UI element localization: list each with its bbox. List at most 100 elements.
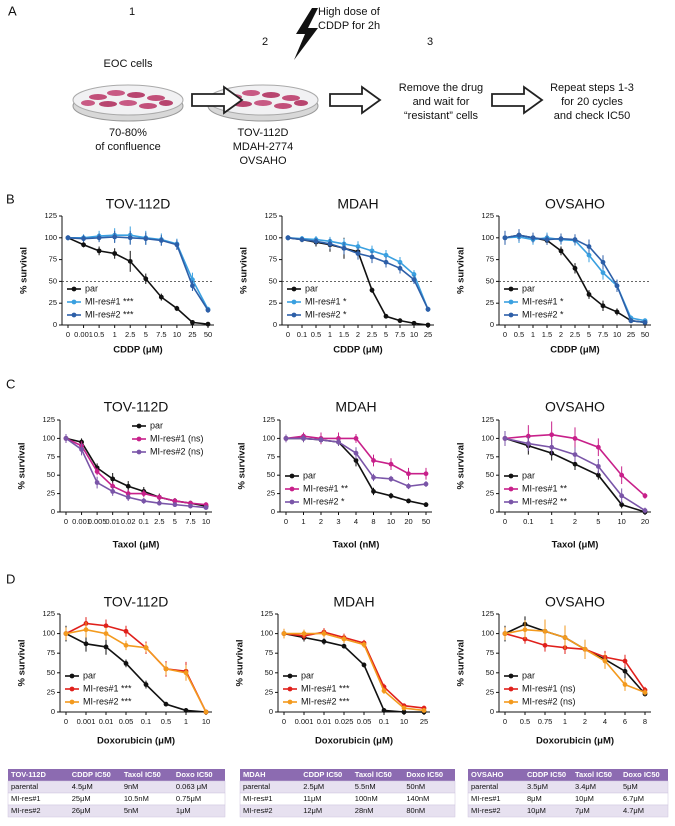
data-point [143,276,149,282]
data-point [406,483,411,489]
data-point [63,436,69,441]
x-tick-label: 1 [550,517,554,526]
legend-swatch [508,286,514,292]
y-axis-title: % survival [235,640,246,687]
y-tick-label: 25 [486,687,494,696]
data-point [542,642,548,648]
x-tick-label: 0.02 [121,517,136,526]
x-tick-label: 5 [384,330,388,339]
x-tick-label: 5 [596,517,600,526]
legend-swatch [508,312,514,318]
step-number: 3 [427,36,433,48]
data-point [361,642,367,647]
data-point [143,236,149,242]
y-axis-title: % survival [239,247,250,294]
x-tick-label: 0.1 [379,717,389,726]
y-tick-label: 25 [267,489,275,498]
y-tick-label: 125 [481,211,494,220]
x-tick-label: 5 [144,330,148,339]
data-point [353,450,359,456]
data-point [63,631,69,636]
y-tick-label: 75 [47,648,55,657]
y-tick-label: 0 [271,507,275,516]
x-tick-label: 1.5 [542,330,552,339]
chart-title: MDAH [337,196,378,212]
data-point [103,631,109,636]
panel-label: B [6,191,15,206]
y-tick-label: 75 [265,648,273,657]
x-tick-label: 0.5 [514,330,524,339]
table-header: Taxol IC50 [355,770,392,779]
x-tick-label: 10 [202,517,210,526]
data-point [81,236,86,242]
data-point [383,313,389,319]
y-tick-label: 75 [269,255,277,264]
x-tick-label: 10 [202,717,210,726]
y-tick-label: 0 [490,507,494,516]
data-point [301,631,307,636]
data-point [595,444,601,450]
data-point [614,283,620,289]
legend-swatch [508,299,514,305]
x-axis-title: Taxol (nM) [333,540,380,551]
legend-label: MI-res#1 * [305,296,347,306]
table-cell: 3.4μM [575,782,596,791]
x-tick-label: 2 [356,330,360,339]
table-cell: 4.5μM [72,782,93,791]
table-cell: 0.063 μM [176,782,207,791]
legend-swatch [136,423,142,429]
data-point [397,318,403,324]
data-point [285,235,291,241]
table-cell: 10μM [527,806,546,815]
x-tick-label: 0.001 [77,717,96,726]
legend-swatch [508,499,514,505]
table-cell: 28nM [355,806,374,815]
table-cell: 11μM [303,794,321,803]
legend-swatch [71,312,77,318]
data-point [183,708,189,713]
data-point [127,258,133,264]
y-tick-label: 25 [47,687,55,696]
legend-swatch [508,686,514,692]
step-number: 1 [129,6,135,18]
y-tick-label: 0 [51,707,55,716]
data-point [123,660,129,666]
y-tick-label: 0 [269,707,273,716]
y-tick-label: 50 [267,470,275,479]
table-cell: 3.5μM [527,782,548,791]
dish-title: EOC cells [104,58,153,70]
x-tick-label: 0.5 [161,717,171,726]
data-point [327,241,333,247]
x-tick-label: 0.5 [520,717,530,726]
x-tick-label: 2.5 [367,330,377,339]
data-point [65,235,71,241]
x-axis-title: CDDP (μM) [333,345,382,356]
x-axis-title: Doxorubicin (μM) [536,736,614,747]
legend-swatch [71,299,77,305]
data-point [94,480,100,485]
legend-label: MI-res#1 *** [83,683,132,693]
data-point [628,318,634,324]
chart-title: MDAH [333,594,374,610]
table-cell: 8μM [527,794,542,803]
data-point [321,631,327,636]
flow-arrow [491,86,543,114]
legend-swatch [289,486,295,492]
data-point [190,319,195,325]
dish-caption: 70-80% [109,127,147,139]
legend-swatch [291,286,297,292]
flow-arrow [329,86,381,114]
table-header-bg [468,769,668,781]
x-tick-label: 25 [188,330,196,339]
data-point [127,235,133,241]
y-tick-label: 0 [490,707,494,716]
table-cell: parental [11,782,38,791]
data-point [110,488,116,494]
series-line [68,234,209,310]
data-point [371,488,376,494]
data-point [549,444,555,450]
data-point [401,709,407,715]
x-tick-label: 0 [64,717,68,726]
data-point [158,294,164,300]
table-cell: 5nM [124,806,139,815]
